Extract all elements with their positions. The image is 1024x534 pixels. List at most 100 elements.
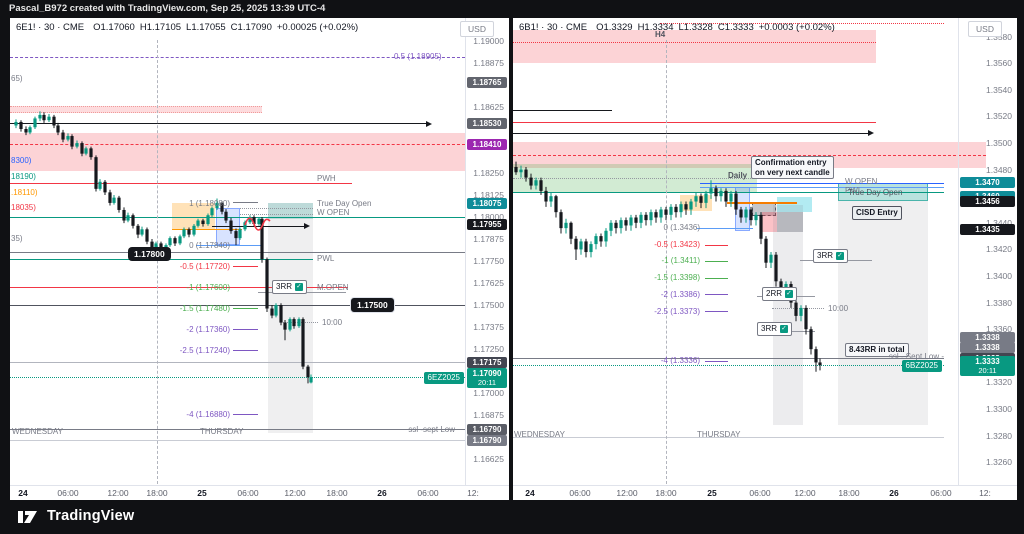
axis-tick: 1.3360 (986, 324, 1012, 335)
fib-seg (705, 244, 728, 246)
arrow-head (304, 223, 310, 229)
axis-tick: 1.17000 (473, 388, 504, 398)
chart-label: M.OPEN (317, 283, 349, 292)
chart-label: 10:00 (828, 304, 849, 313)
ohlc-open: O1.3329 (596, 22, 633, 33)
fib-seg (705, 294, 728, 296)
fib-label: -1 (1.3411) (661, 256, 700, 265)
time-tick: 12:00 (284, 488, 306, 498)
chart-label: 8300) (11, 156, 32, 165)
last-price-line (10, 376, 465, 378)
w-open-line (700, 182, 944, 184)
axis-tick: 1.3480 (986, 164, 1012, 175)
axis-tick: 1.3540 (986, 84, 1012, 95)
open-level-line (513, 109, 612, 111)
fib-label: 0 (1.3436) (663, 223, 700, 232)
chart-plot-6b[interactable]: H4 Daily Confirmation entry on very next ca… (513, 18, 1017, 500)
ohlc-high: H1.3334 (637, 22, 674, 33)
price-badge: 1.3338 (960, 341, 1015, 353)
fib-label: -2 (1.3386) (660, 290, 700, 299)
red-scribble (244, 217, 271, 231)
pwh-line (10, 183, 352, 185)
thin-supply-band (10, 106, 262, 113)
tradingview-wordmark[interactable]: TradingView (47, 508, 135, 524)
fib-label: -0.5 (1.3423) (654, 240, 700, 249)
time-tick: 26 (377, 488, 387, 498)
fib-label: -0.5 (1.17720) (179, 262, 230, 271)
axis-tick: 1.3420 (986, 244, 1012, 255)
entry-gray-box (777, 212, 803, 232)
pwh-line (513, 121, 876, 123)
ohlc-high: H1.17105 (139, 22, 182, 33)
chart-label: True Day Open (848, 188, 903, 197)
session-column-2 (773, 205, 803, 425)
price-badge: 1.3338 (960, 331, 1015, 343)
fib-seg (233, 265, 258, 267)
time-axis-6b[interactable]: 24 06:00 12:00 18:00 25 06:00 12:00 18:00 26 06:0… (513, 485, 1017, 500)
countdown-timer: 20:11 (978, 366, 997, 376)
entry-arrow (212, 223, 310, 229)
price-badge: 1.3435 (960, 223, 1015, 235)
fib-seg (705, 260, 728, 262)
chart-label: 18035) (11, 203, 36, 212)
fib-label: -1.5 (1.17480) (179, 304, 230, 313)
axis-tick: 1.18125 (473, 190, 504, 200)
time-axis-6e[interactable]: 24 06:00 12:00 18:00 25 06:00 12:00 18:00 26 06:0… (10, 485, 509, 500)
price-axis-6b[interactable]: 1.35801.35601.35401.35201.35001.34801.34… (958, 18, 1017, 485)
axis-tick: 1.3380 (986, 297, 1012, 308)
m-open-line (10, 286, 348, 288)
change-value: +0.0003 (+0.02%) (758, 22, 835, 33)
currency-box-6b[interactable]: USD (968, 21, 1002, 37)
ohlc-low: L1.3328 (678, 22, 713, 33)
time-tick: 06:00 (749, 488, 771, 498)
symbol-title: 6B1! · 30 · CME (519, 22, 588, 33)
fib-label: -2.5 (1.17240) (179, 346, 230, 355)
currency-box-6e[interactable]: USD (460, 21, 494, 37)
check-icon: ✓ (785, 290, 794, 298)
chart-panel-6e: 0.5 (1.18905) 65) 8300) 18190) .18110) 18035)… (10, 18, 509, 500)
time-tick: 06:00 (930, 488, 952, 498)
band-mid-line (513, 154, 986, 156)
axis-tick: 1.17625 (473, 278, 504, 288)
ohlc-open: O1.17060 (93, 22, 135, 33)
fib-seg (705, 278, 728, 280)
axis-tick: 1.17875 (473, 234, 504, 244)
rr-badge: 3RR ✓ (813, 249, 849, 263)
confirmation-note: Confirmation entry on very next candle (751, 156, 834, 180)
daily-label: Daily (728, 171, 748, 180)
chart-label: True Day Open (317, 199, 372, 208)
session-column (838, 201, 928, 425)
footer-bar: TradingView (0, 500, 1024, 534)
price-badge: 1.17955 (467, 219, 507, 231)
m-open-line (513, 130, 874, 136)
tradingview-logo[interactable] (18, 509, 44, 525)
check-icon: ✓ (836, 252, 845, 260)
credit-bar: Pascal_B972 created with TradingView.com… (0, 0, 1024, 18)
ssl-label: ssl - Sept Low - (888, 352, 944, 361)
ssl-sept-low-line (513, 357, 944, 359)
time-tick: 25 (707, 488, 717, 498)
price-line (240, 213, 313, 215)
check-icon: ✓ (295, 283, 304, 291)
axis-tick: 1.17250 (473, 344, 504, 354)
chart-label: 0.5 (1.18905) (394, 52, 442, 61)
time-tick: 06:00 (417, 488, 439, 498)
chart-legend-6e: 6E1! · 30 · CME O1.17060 H1.17105 L1.17055 C… (16, 22, 363, 33)
axis-tick: 1.3520 (986, 111, 1012, 122)
candles-layer (14, 111, 313, 384)
time-tick: 12: (979, 488, 991, 498)
chart-label: PWH (317, 174, 336, 183)
true-day-open-line (10, 216, 465, 218)
day-label: WEDNESDAY (12, 427, 63, 436)
sept-low-line-2 (10, 439, 465, 441)
axis-tick: 1.16875 (473, 410, 504, 420)
chart-panel-6b: H4 Daily Confirmation entry on very next ca… (513, 18, 1017, 500)
time-tick: 18:00 (838, 488, 860, 498)
note-line-2: on very next candle (755, 167, 830, 177)
h4-mid-line (513, 41, 876, 43)
price-axis-6e[interactable]: 1.19000 1.18875 1.18625 1.18250 1.18125 1.180… (465, 18, 509, 485)
axis-tick: 1.3280 (986, 430, 1012, 441)
contract-badge: 6EZ2025 (423, 372, 464, 384)
price-badge: 1.18765 (467, 76, 507, 88)
chart-plot-6e[interactable]: 0.5 (1.18905) 65) 8300) 18190) .18110) 18035)… (10, 18, 509, 500)
